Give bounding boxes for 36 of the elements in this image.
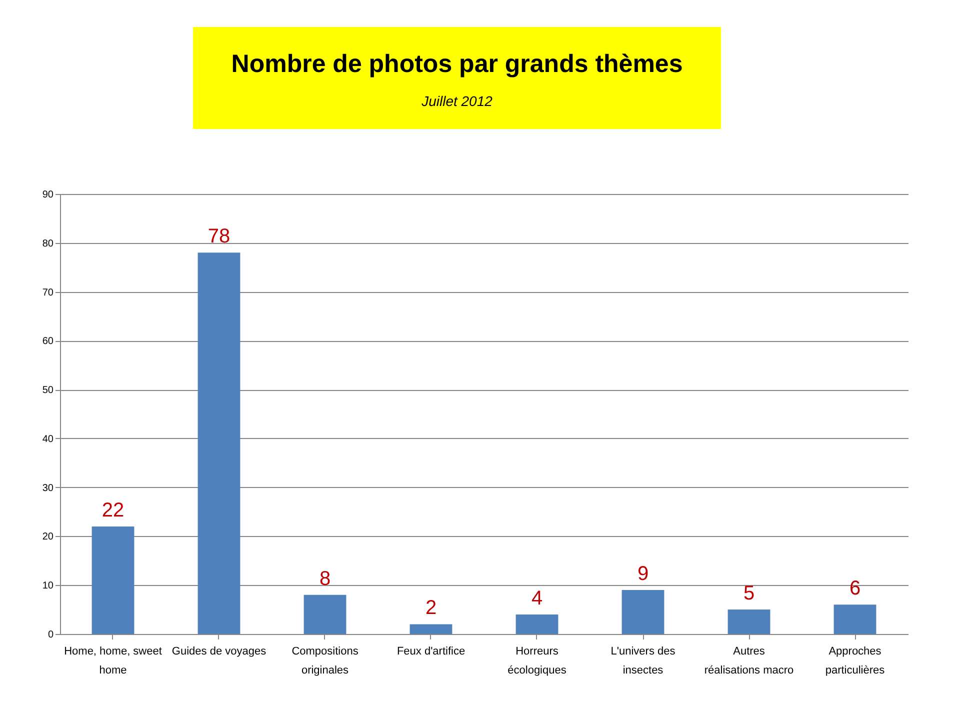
x-tick-label: Home, home, sweet home xyxy=(64,646,162,676)
y-tick-label: 70 xyxy=(42,287,54,298)
x-tick-label: Guides de voyages xyxy=(172,646,267,658)
y-tick-label: 50 xyxy=(42,385,54,396)
x-tick-label: L'univers des insectes xyxy=(610,646,676,676)
chart-subtitle: Juillet 2012 xyxy=(420,93,494,109)
y-tick-label: 90 xyxy=(42,190,54,200)
bar xyxy=(410,624,452,634)
data-label: 2 xyxy=(425,597,437,620)
y-tick-label: 80 xyxy=(42,238,54,250)
data-label: 4 xyxy=(531,587,543,610)
y-tick-label: 0 xyxy=(48,630,54,640)
x-tick-label: Horreurs écologiques xyxy=(508,646,567,676)
y-tick-label: 60 xyxy=(42,336,54,348)
data-label: 9 xyxy=(637,563,649,585)
bar xyxy=(516,614,558,634)
y-tick-label: 40 xyxy=(42,434,54,445)
x-tick-label: Feux d'artifice xyxy=(396,646,466,658)
data-label: 6 xyxy=(849,578,861,600)
y-tick-label: 20 xyxy=(42,532,54,543)
bar xyxy=(622,590,664,634)
bar xyxy=(304,594,346,634)
chart-title: Nombre de photos par grands thèmes xyxy=(230,50,684,79)
x-tick-label: Approches particulières xyxy=(825,646,886,676)
bar xyxy=(834,604,876,634)
data-label: 8 xyxy=(319,568,331,590)
bar xyxy=(92,526,134,634)
y-tick-label: 10 xyxy=(42,580,54,592)
bar xyxy=(728,610,770,634)
data-label: 78 xyxy=(208,226,230,248)
bar xyxy=(198,252,240,634)
data-label: 22 xyxy=(102,499,124,522)
y-tick-label: 30 xyxy=(42,482,54,494)
x-tick-label: Compositions originales xyxy=(292,646,359,676)
data-label: 5 xyxy=(743,582,755,605)
x-tick-label: Autres réalisations macro xyxy=(704,646,794,676)
